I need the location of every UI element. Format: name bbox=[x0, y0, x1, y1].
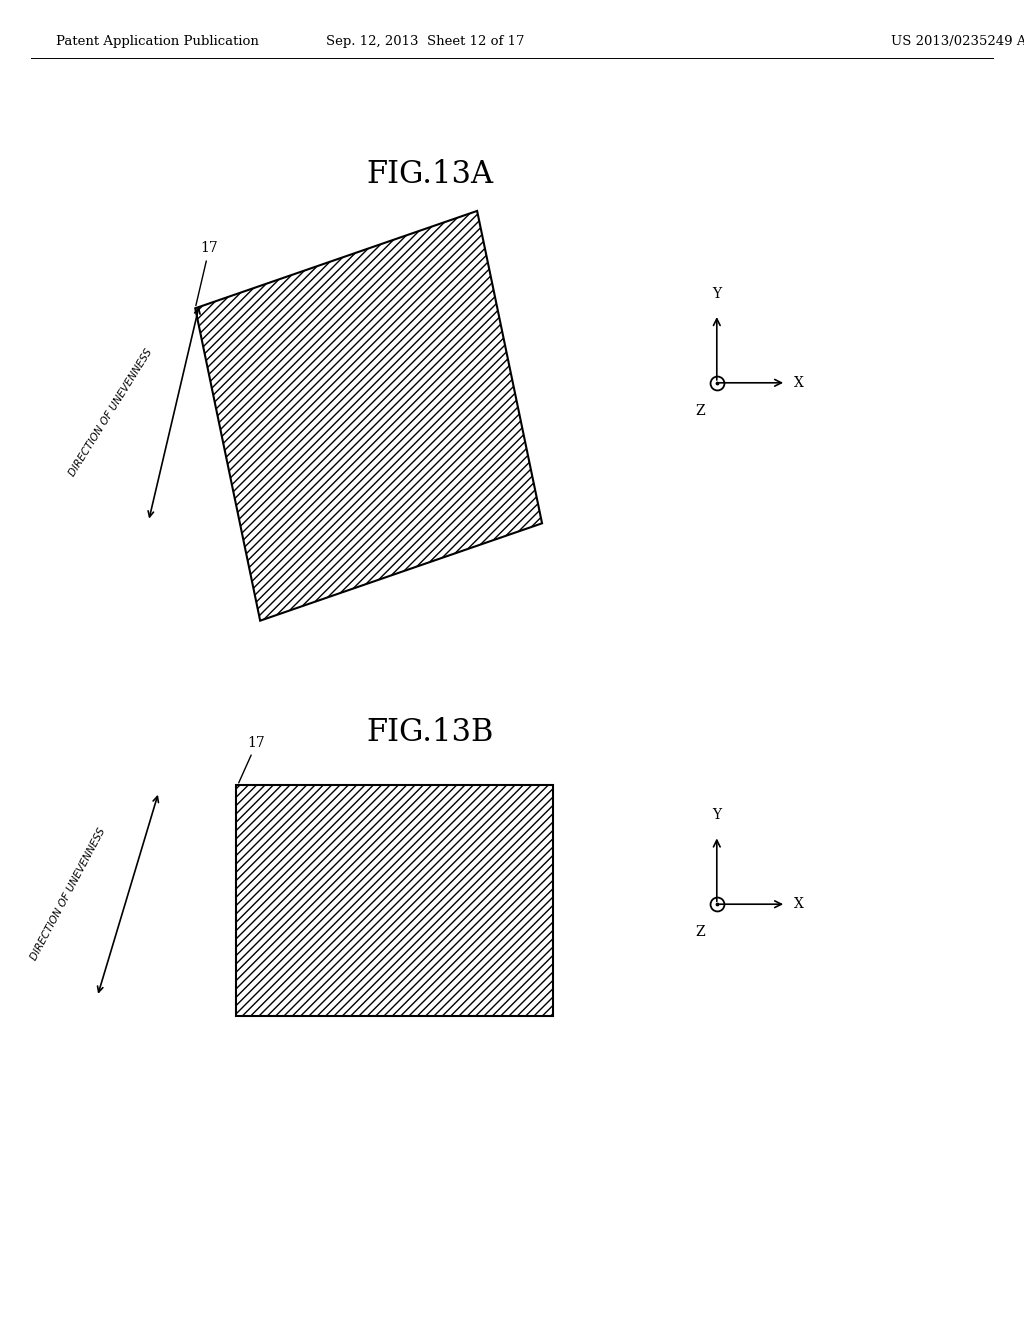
Text: US 2013/0235249 A1: US 2013/0235249 A1 bbox=[891, 36, 1024, 48]
Text: Patent Application Publication: Patent Application Publication bbox=[56, 36, 259, 48]
Text: 17: 17 bbox=[196, 242, 218, 306]
Text: Z: Z bbox=[695, 925, 705, 940]
Text: Z: Z bbox=[695, 404, 705, 418]
Polygon shape bbox=[196, 211, 542, 620]
Text: FIG.13B: FIG.13B bbox=[367, 717, 494, 748]
Text: X: X bbox=[795, 898, 804, 911]
Text: Sep. 12, 2013  Sheet 12 of 17: Sep. 12, 2013 Sheet 12 of 17 bbox=[326, 36, 524, 48]
Text: Y: Y bbox=[713, 286, 721, 301]
Text: 17: 17 bbox=[239, 735, 265, 783]
Text: DIRECTION OF UNEVENNESS: DIRECTION OF UNEVENNESS bbox=[30, 826, 108, 962]
Text: FIG.13A: FIG.13A bbox=[367, 158, 494, 190]
Text: X: X bbox=[795, 376, 804, 389]
Text: DIRECTION OF UNEVENNESS: DIRECTION OF UNEVENNESS bbox=[67, 347, 155, 478]
Bar bbox=[236, 785, 553, 1016]
Text: Y: Y bbox=[713, 808, 721, 822]
